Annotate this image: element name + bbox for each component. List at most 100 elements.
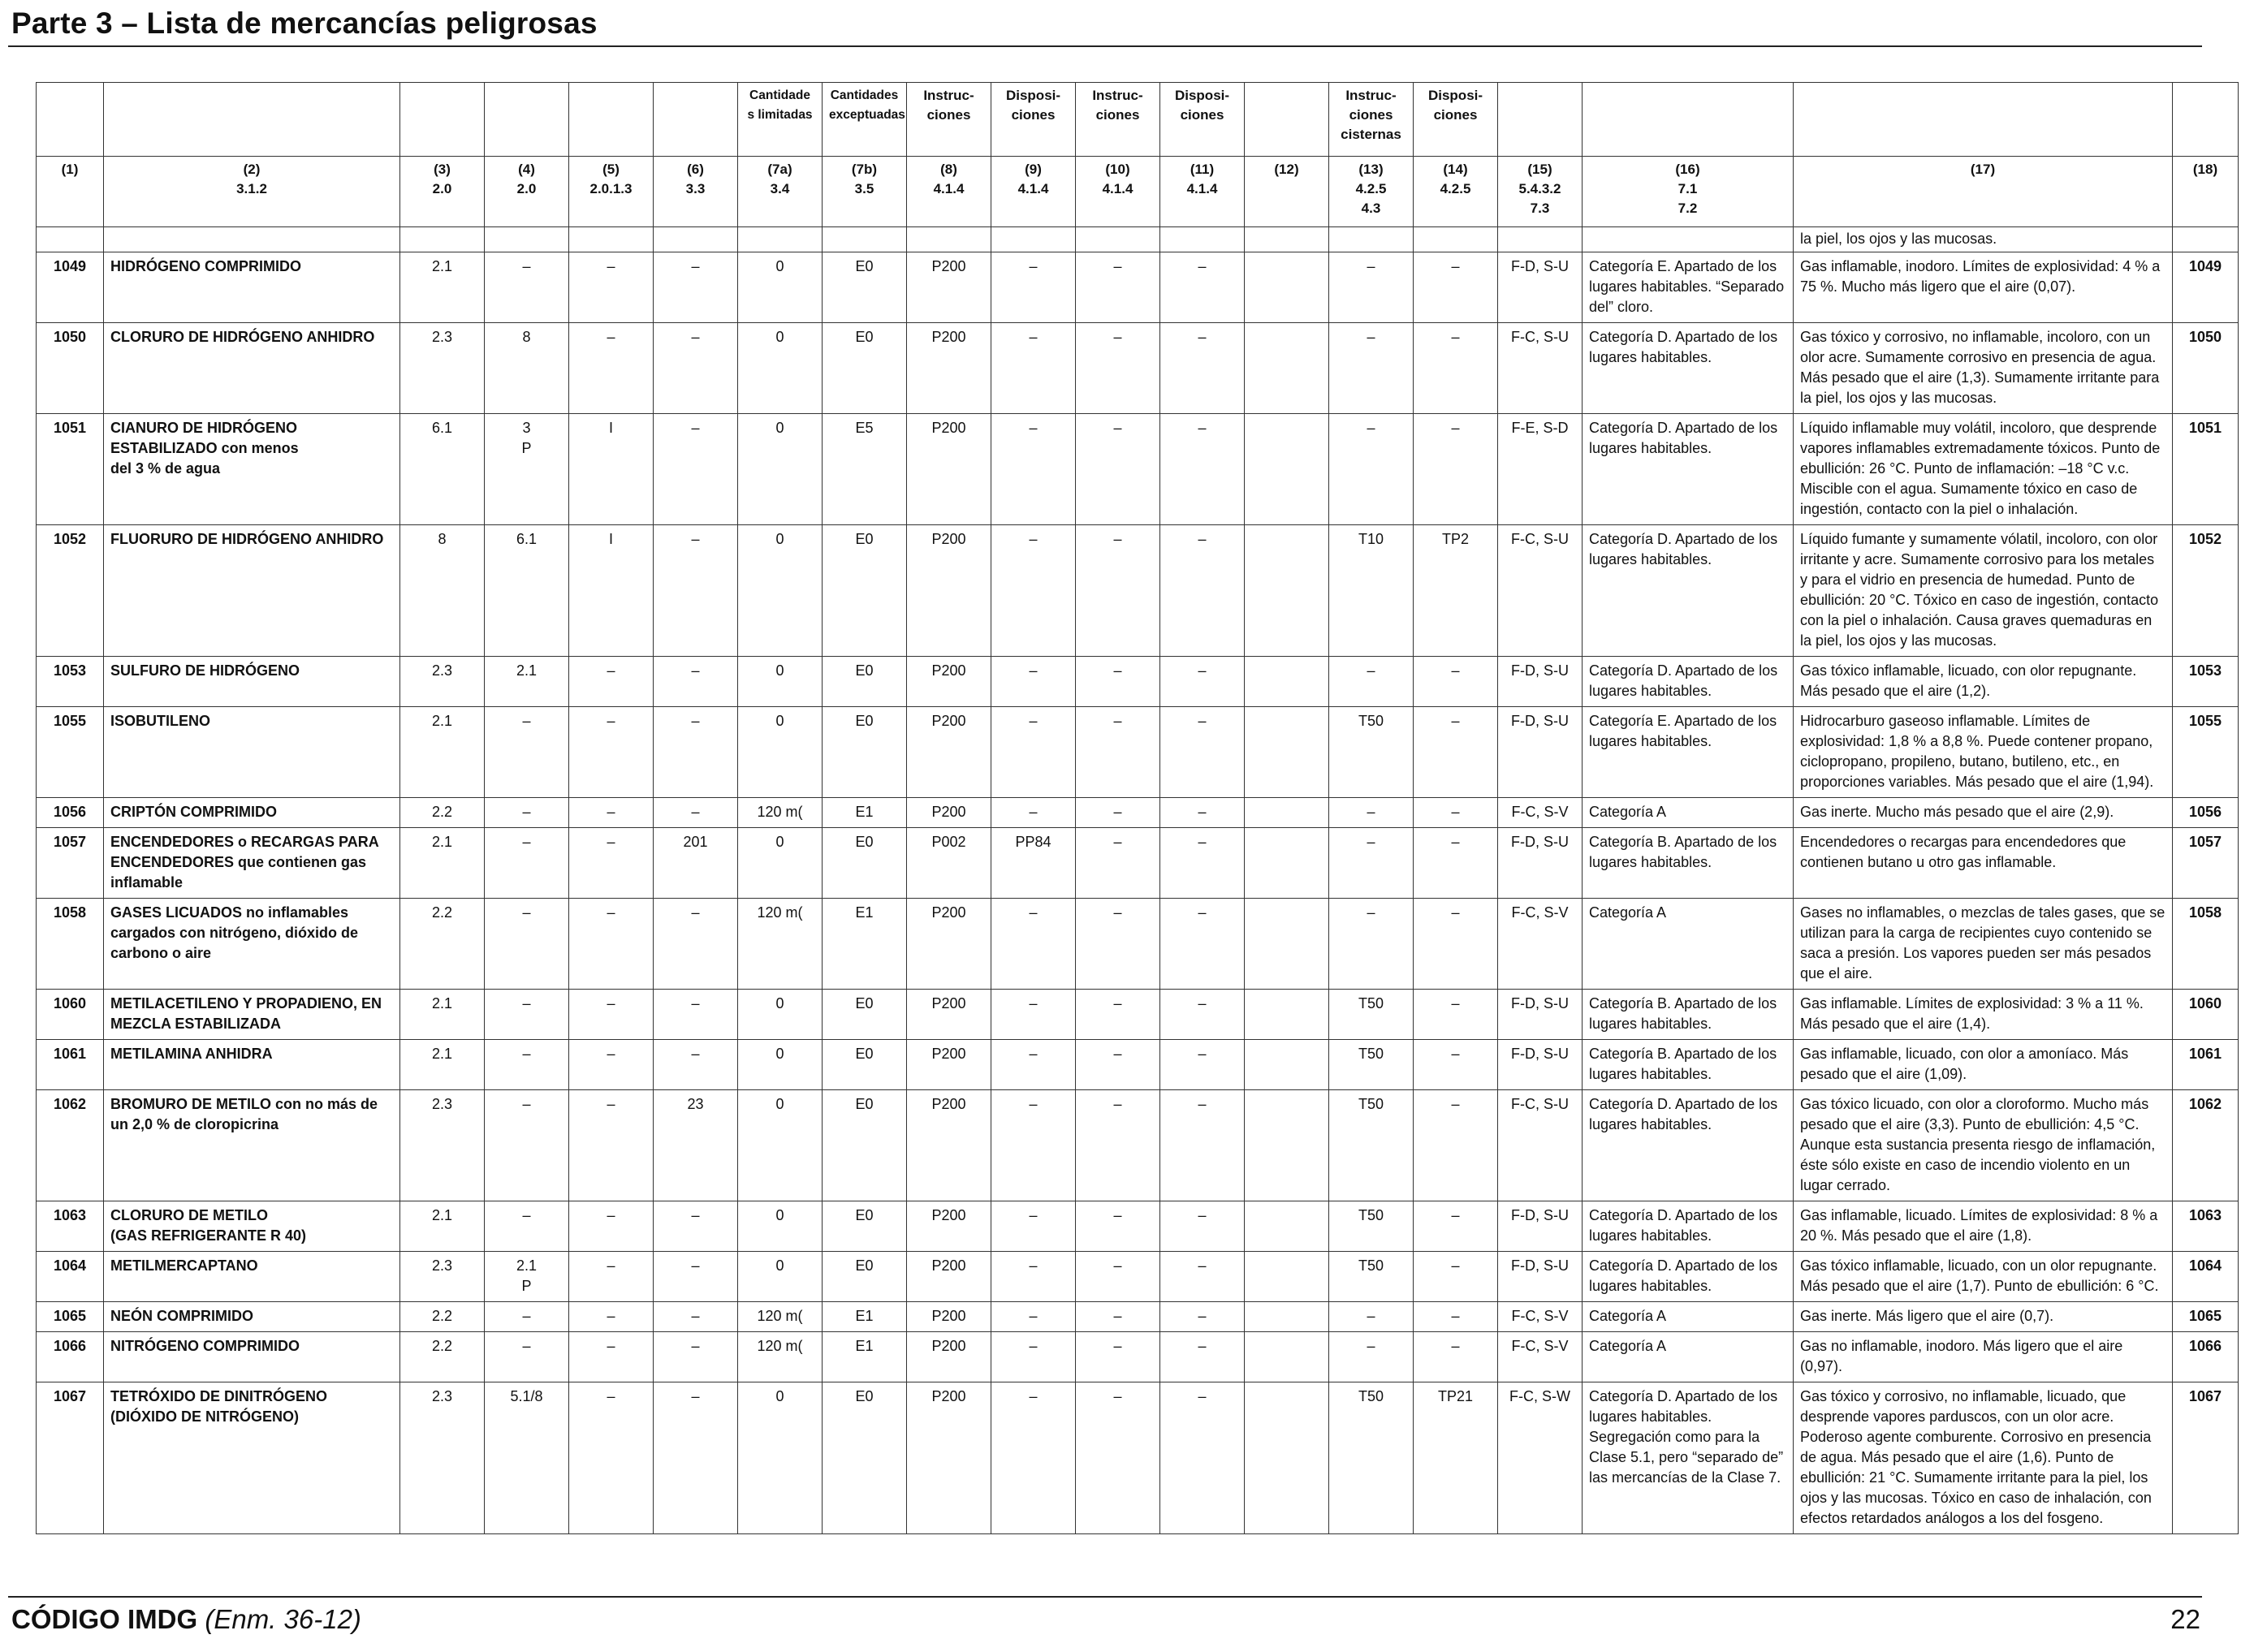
- tank-instructions-cell: –: [1328, 413, 1414, 525]
- subsidiary-risk-cell: 6.1: [484, 524, 569, 657]
- class-cell: 2.1: [399, 827, 485, 899]
- column-12-cell: [1244, 1251, 1329, 1302]
- cell-empty: [991, 226, 1076, 252]
- class-cell: 2.2: [399, 1301, 485, 1332]
- special-provisions-cell: –: [653, 706, 738, 798]
- subsidiary-risk-cell: –: [484, 797, 569, 828]
- ibc-provisions-cell: –: [1159, 1331, 1245, 1382]
- cell-empty: [568, 226, 654, 252]
- limited-quantities-cell: 120 m(: [737, 1331, 823, 1382]
- proper-shipping-name-cell: METILACETILENO Y PROPADIENO, EN MEZCLA E…: [103, 989, 400, 1040]
- cell-empty: [1582, 226, 1794, 252]
- packing-provisions-cell: –: [991, 1201, 1076, 1252]
- tank-instructions-cell: –: [1328, 656, 1414, 707]
- tank-provisions-cell: TP2: [1413, 524, 1498, 657]
- limited-quantities-cell: 120 m(: [737, 898, 823, 990]
- properties-observations-cell: Gas tóxico y corrosivo, no inflamable, l…: [1793, 1382, 2173, 1534]
- cell-empty: [1244, 226, 1329, 252]
- ibc-instructions-cell: –: [1075, 1251, 1160, 1302]
- properties-observations-cell: Gas inflamable, licuado, con olor a amon…: [1793, 1039, 2173, 1090]
- subsidiary-risk-cell: –: [484, 706, 569, 798]
- table-row: 1063 CLORURO DE METILO (GAS REFRIGERANTE …: [36, 1201, 2239, 1252]
- tank-provisions-cell: –: [1413, 1301, 1498, 1332]
- stowage-segregation-cell: Categoría A: [1582, 898, 1794, 990]
- un-number-cell: 1055: [36, 706, 104, 798]
- properties-observations-cell: Gas inflamable, licuado. Límites de expl…: [1793, 1201, 2173, 1252]
- proper-shipping-name-cell: FLUORURO DE HIDRÓGENO ANHIDRO: [103, 524, 400, 657]
- packing-group-cell: –: [568, 1251, 654, 1302]
- column-refs-row: (1) (2) 3.1.2 (3) 2.0 (4) 2.0 (5) 2.0.1.3 (6)…: [36, 156, 2239, 227]
- special-provisions-cell: –: [653, 1039, 738, 1090]
- subsidiary-risk-cell: 8: [484, 322, 569, 414]
- ibc-instructions-cell: –: [1075, 1382, 1160, 1534]
- class-cell: 2.3: [399, 1251, 485, 1302]
- packing-provisions-cell: –: [991, 656, 1076, 707]
- column-12-cell: [1244, 656, 1329, 707]
- column-12-cell: [1244, 1201, 1329, 1252]
- un-number-cell: 1066: [36, 1331, 104, 1382]
- column-name-17: [1582, 82, 1794, 157]
- tank-instructions-cell: T50: [1328, 989, 1414, 1040]
- properties-observations-cell: Hidrocarburo gaseoso inflamable. Límites…: [1793, 706, 2173, 798]
- stowage-segregation-cell: Categoría D. Apartado de los lugares hab…: [1582, 1251, 1794, 1302]
- tank-instructions-cell: T50: [1328, 1201, 1414, 1252]
- excepted-quantities-cell: E0: [822, 1039, 907, 1090]
- column-12-cell: [1244, 706, 1329, 798]
- column-name-10: Disposi- ciones: [991, 82, 1076, 157]
- table-row: 1051 CIANURO DE HIDRÓGENO ESTABILIZADO co…: [36, 413, 2239, 525]
- un-number-cell: 1064: [36, 1251, 104, 1302]
- proper-shipping-name-cell: HIDRÓGENO COMPRIMIDO: [103, 252, 400, 323]
- proper-shipping-name-cell: METILAMINA ANHIDRA: [103, 1039, 400, 1090]
- excepted-quantities-cell: E0: [822, 706, 907, 798]
- limited-quantities-cell: 0: [737, 706, 823, 798]
- column-12-cell: [1244, 252, 1329, 323]
- un-number-repeat-cell: 1060: [2172, 989, 2239, 1040]
- proper-shipping-name-cell: METILMERCAPTANO: [103, 1251, 400, 1302]
- cell-empty: [103, 226, 400, 252]
- un-number-repeat-cell: 1057: [2172, 827, 2239, 899]
- footer-code: CÓDIGO IMDG (Enm. 36-12): [11, 1604, 361, 1635]
- properties-observations-cell: Gas tóxico inflamable, licuado, con olor…: [1793, 656, 2173, 707]
- proper-shipping-name-cell: ENCENDEDORES o RECARGAS PARA ENCENDEDORE…: [103, 827, 400, 899]
- column-name-7: Cantidade s limitadas: [737, 82, 823, 157]
- tank-instructions-cell: –: [1328, 898, 1414, 990]
- table-row: 1052 FLUORURO DE HIDRÓGENO ANHIDRO 8 6.1 I –0…: [36, 524, 2239, 657]
- column-ref-7: (7a) 3.4: [737, 156, 823, 227]
- class-cell: 2.3: [399, 1382, 485, 1534]
- subsidiary-risk-cell: 3 P: [484, 413, 569, 525]
- ibc-provisions-cell: –: [1159, 706, 1245, 798]
- un-number-cell: 1052: [36, 524, 104, 657]
- cell-empty: [399, 226, 485, 252]
- excepted-quantities-cell: E0: [822, 656, 907, 707]
- stowage-segregation-cell: Categoría D. Apartado de los lugares hab…: [1582, 1382, 1794, 1534]
- table-row: 1062 BROMURO DE METILO con no más de un 2…: [36, 1089, 2239, 1201]
- packing-group-cell: I: [568, 413, 654, 525]
- excepted-quantities-cell: E0: [822, 1201, 907, 1252]
- packing-group-cell: I: [568, 524, 654, 657]
- tank-instructions-cell: T10: [1328, 524, 1414, 657]
- ibc-provisions-cell: –: [1159, 898, 1245, 990]
- subsidiary-risk-cell: 2.1 P: [484, 1251, 569, 1302]
- excepted-quantities-cell: E0: [822, 524, 907, 657]
- column-name-12: Disposi- ciones: [1159, 82, 1245, 157]
- stowage-segregation-cell: Categoría A: [1582, 1331, 1794, 1382]
- column-ref-3: (3) 2.0: [399, 156, 485, 227]
- packing-group-cell: –: [568, 656, 654, 707]
- properties-observations-cell: Gas inerte. Mucho más pesado que el aire…: [1793, 797, 2173, 828]
- column-name-11: Instruc- ciones: [1075, 82, 1160, 157]
- special-provisions-cell: –: [653, 1382, 738, 1534]
- class-cell: 2.1: [399, 252, 485, 323]
- subsidiary-risk-cell: –: [484, 1039, 569, 1090]
- cell-empty: [2172, 226, 2239, 252]
- un-number-cell: 1056: [36, 797, 104, 828]
- packing-instructions-cell: P200: [906, 1301, 991, 1332]
- tank-instructions-cell: –: [1328, 252, 1414, 323]
- column-ref-1: (1): [36, 156, 104, 227]
- ibc-provisions-cell: –: [1159, 656, 1245, 707]
- tank-provisions-cell: –: [1413, 827, 1498, 899]
- subsidiary-risk-cell: 5.1/8: [484, 1382, 569, 1534]
- ibc-provisions-cell: –: [1159, 1089, 1245, 1201]
- packing-provisions-cell: –: [991, 1331, 1076, 1382]
- dangerous-goods-table: Cantidade s limitadas Cantidades exceptua…: [36, 82, 2239, 1534]
- class-cell: 6.1: [399, 413, 485, 525]
